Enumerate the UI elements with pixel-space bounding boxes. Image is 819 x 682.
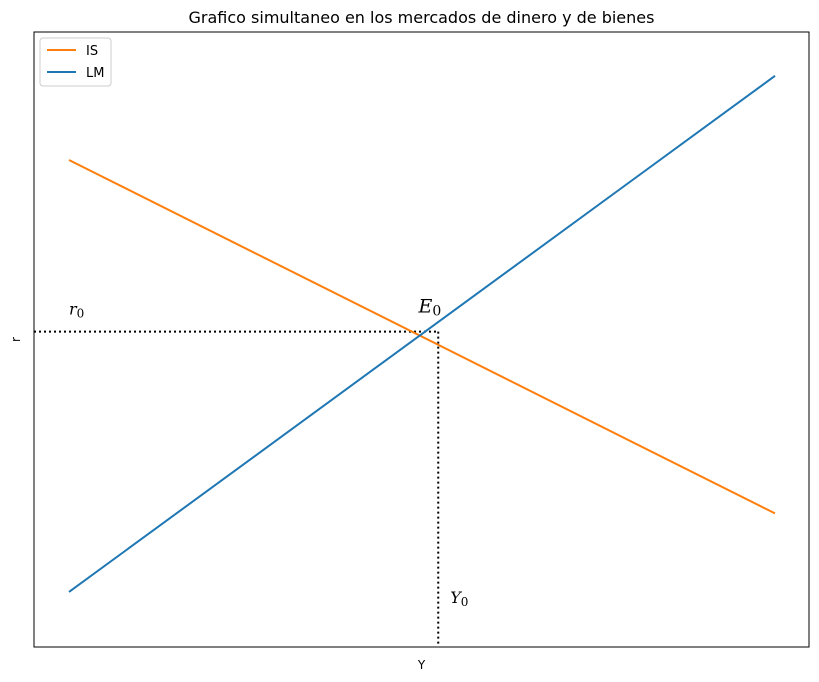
annotation-e0: E0 <box>418 296 442 320</box>
annotations-layer: r0 E0 Y0 <box>69 296 468 610</box>
series-line-lm <box>68 75 776 593</box>
y-axis-label: r <box>9 337 23 342</box>
x-axis-label: Y <box>417 658 426 672</box>
chart-title: Grafico simultaneo en los mercados de di… <box>189 8 655 27</box>
plot-frame <box>33 31 810 648</box>
legend-label-lm: LM <box>86 66 104 81</box>
series-line-is <box>68 159 776 515</box>
plot-area <box>34 32 809 647</box>
annotation-y0: Y0 <box>450 588 468 609</box>
guides-layer <box>34 330 440 647</box>
legend-label-is: IS <box>86 44 98 59</box>
annotation-r0: r0 <box>69 299 84 320</box>
series-layer <box>68 75 776 593</box>
legend: IS LM <box>39 37 112 87</box>
